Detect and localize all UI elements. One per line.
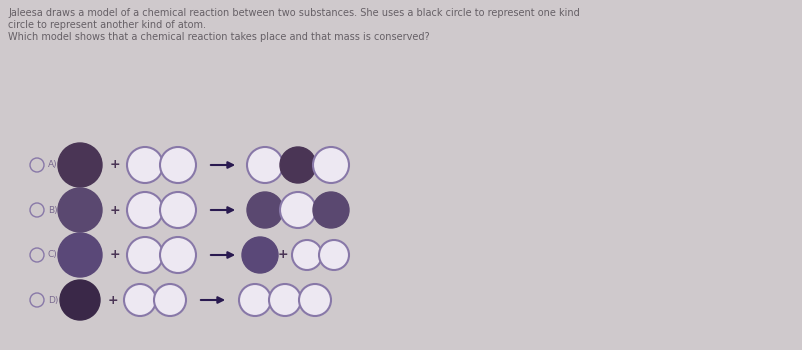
Circle shape	[58, 233, 102, 277]
Text: D): D)	[48, 295, 59, 304]
Text: B): B)	[48, 205, 58, 215]
Circle shape	[160, 237, 196, 273]
Text: A): A)	[48, 161, 58, 169]
Circle shape	[160, 192, 196, 228]
Text: +: +	[110, 248, 120, 261]
Circle shape	[60, 280, 100, 320]
Circle shape	[160, 147, 196, 183]
Circle shape	[154, 284, 186, 316]
Text: Which model shows that a chemical reaction takes place and that mass is conserve: Which model shows that a chemical reacti…	[8, 32, 430, 42]
Text: +: +	[110, 203, 120, 217]
Circle shape	[127, 237, 163, 273]
Circle shape	[124, 284, 156, 316]
Circle shape	[239, 284, 271, 316]
Circle shape	[319, 240, 349, 270]
Text: +: +	[110, 159, 120, 172]
Circle shape	[299, 284, 331, 316]
Text: +: +	[277, 248, 288, 261]
Circle shape	[247, 192, 283, 228]
Circle shape	[280, 147, 316, 183]
Circle shape	[313, 192, 349, 228]
Text: C): C)	[48, 251, 58, 259]
Circle shape	[242, 237, 278, 273]
Circle shape	[58, 143, 102, 187]
Circle shape	[313, 147, 349, 183]
Circle shape	[292, 240, 322, 270]
Circle shape	[127, 147, 163, 183]
Text: Jaleesa draws a model of a chemical reaction between two substances. She uses a : Jaleesa draws a model of a chemical reac…	[8, 8, 580, 18]
Text: circle to represent another kind of atom.: circle to represent another kind of atom…	[8, 20, 206, 30]
Circle shape	[247, 147, 283, 183]
Circle shape	[280, 192, 316, 228]
Circle shape	[58, 188, 102, 232]
Circle shape	[127, 192, 163, 228]
Circle shape	[269, 284, 301, 316]
Text: +: +	[107, 294, 119, 307]
